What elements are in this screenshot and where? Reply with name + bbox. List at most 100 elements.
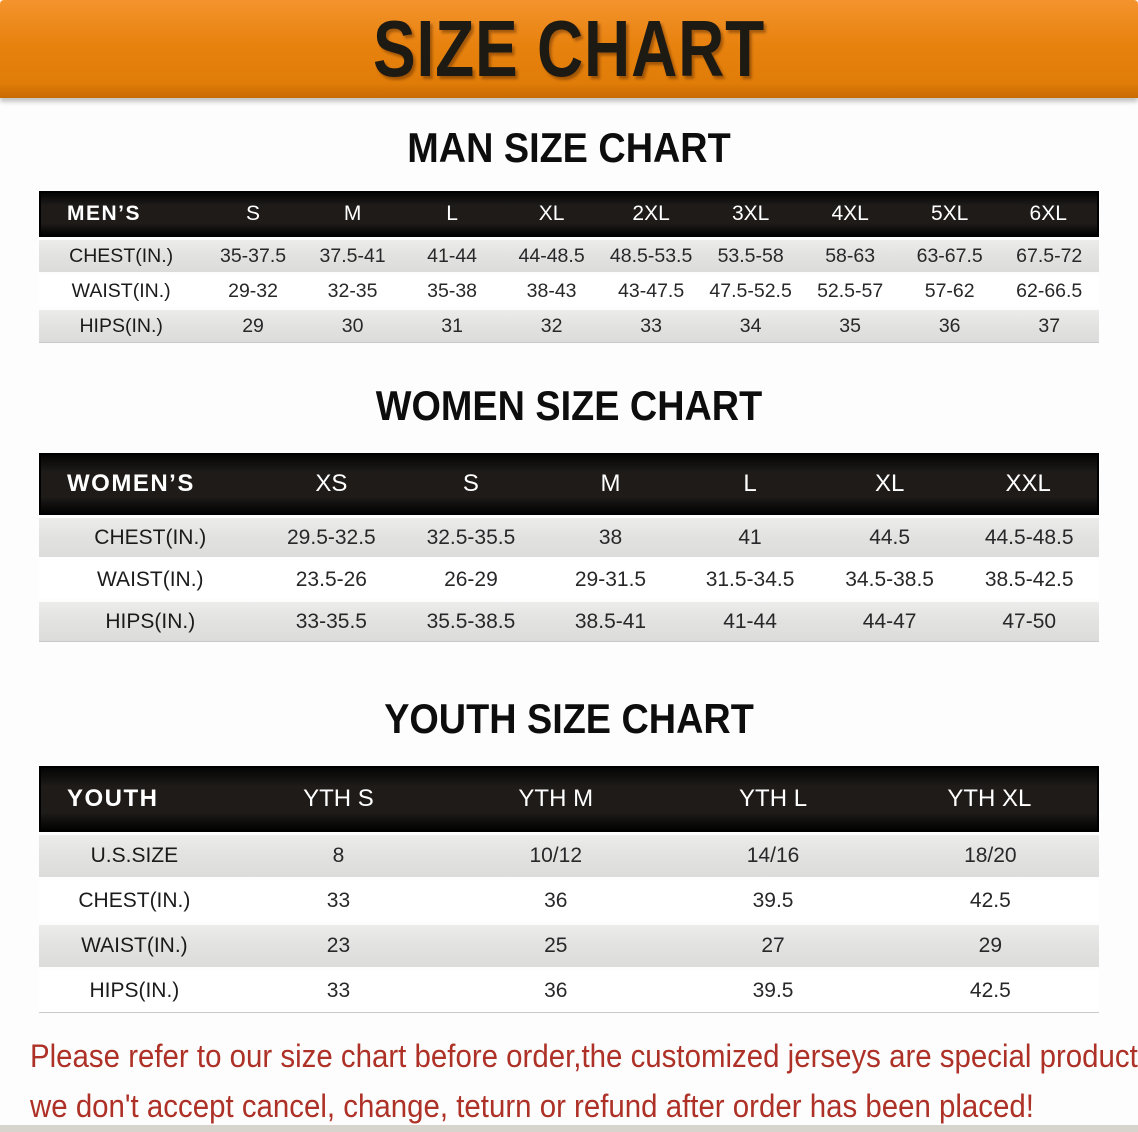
banner: SIZE CHART <box>0 0 1138 98</box>
section-title: WOMEN SIZE CHART <box>375 382 763 430</box>
size-value: 38-43 <box>501 275 602 308</box>
size-value: 47.5-52.5 <box>700 275 801 308</box>
size-column-header: YTH S <box>229 766 448 833</box>
size-table: WOMEN’S XS S M L XL XXL CHEST(IN.) 29.5-32.5 32.… <box>39 450 1099 645</box>
size-table: YOUTH YTH S YTH M YTH L YTH XL U.S.SIZE 8 10/1… <box>39 763 1099 1016</box>
size-value: 47-50 <box>959 602 1099 643</box>
size-column-header: XS <box>261 453 402 516</box>
size-column-header: S <box>203 191 303 238</box>
size-value: 34 <box>700 310 801 344</box>
bottom-strip <box>0 1125 1138 1132</box>
size-value: 27 <box>664 925 882 968</box>
size-column-header: M <box>540 453 681 516</box>
section-title: YOUTH SIZE CHART <box>384 695 754 743</box>
size-value: 29-31.5 <box>540 560 681 600</box>
measurement-row: WAIST(IN.) 23 25 27 29 <box>39 925 1099 968</box>
size-header-row: YOUTH YTH S YTH M YTH L YTH XL <box>39 766 1099 833</box>
measurement-row: CHEST(IN.) 33 36 39.5 42.5 <box>39 880 1099 923</box>
measurement-row: WAIST(IN.) 29-32 32-35 35-38 38-43 43-47.5 47.… <box>39 275 1099 308</box>
size-value: 30 <box>302 310 403 344</box>
size-chart-section: YOUTH SIZE CHART YOUTH YTH S YTH M YTH L YTH… <box>0 697 1138 1016</box>
size-column-header: 3XL <box>700 191 801 238</box>
measurement-label: HIPS(IN.) <box>39 602 262 643</box>
measurement-row: HIPS(IN.) 33-35.5 35.5-38.5 38.5-41 41-44 44-… <box>39 602 1099 643</box>
size-column-header: L <box>680 453 820 516</box>
size-column-header: YTH L <box>664 766 882 833</box>
notice-line-1: Please refer to our size chart before or… <box>30 1038 1138 1075</box>
measurement-row: HIPS(IN.) 29 30 31 32 33 34 35 36 37 <box>39 310 1099 344</box>
measurement-label: WAIST(IN.) <box>39 560 262 600</box>
size-column-header: XL <box>819 453 960 516</box>
size-value: 41-44 <box>680 602 820 643</box>
size-value: 23.5-26 <box>261 560 402 600</box>
size-table: MEN’S S M L XL 2XL 3XL 4XL 5XL 6XL CHEST(IN.) 35-3… <box>39 188 1099 346</box>
size-value: 10/12 <box>447 835 665 878</box>
size-charts: MAN SIZE CHART MEN’S S M L XL 2XL 3XL 4XL 5XL 6XL… <box>0 124 1138 1016</box>
measurement-label: CHEST(IN.) <box>39 880 230 923</box>
measurement-row: WAIST(IN.) 23.5-26 26-29 29-31.5 31.5-34.5 34… <box>39 560 1099 600</box>
measurement-label: HIPS(IN.) <box>39 970 230 1014</box>
size-value: 32 <box>501 310 602 344</box>
size-value: 48.5-53.5 <box>601 240 701 273</box>
size-value: 44-47 <box>819 602 960 643</box>
section-title: MAN SIZE CHART <box>407 124 731 171</box>
size-value: 38 <box>540 518 681 558</box>
size-value: 36 <box>899 310 1000 344</box>
size-value: 18/20 <box>881 835 1099 878</box>
size-value: 29.5-32.5 <box>261 518 402 558</box>
size-value: 42.5 <box>881 970 1099 1014</box>
size-value: 67.5-72 <box>999 240 1099 273</box>
size-header-row: WOMEN’S XS S M L XL XXL <box>39 453 1099 516</box>
size-value: 33 <box>229 880 448 923</box>
table-group-label: WOMEN’S <box>39 453 262 516</box>
size-value: 41-44 <box>402 240 502 273</box>
size-value: 43-47.5 <box>601 275 701 308</box>
measurement-row: CHEST(IN.) 35-37.5 37.5-41 41-44 44-48.5 48.5… <box>39 240 1099 273</box>
size-value: 26-29 <box>401 560 541 600</box>
size-value: 32.5-35.5 <box>401 518 541 558</box>
size-column-header: YTH XL <box>881 766 1099 833</box>
page-title: SIZE CHART <box>373 4 765 93</box>
table-group-label: YOUTH <box>39 766 230 833</box>
size-value: 37.5-41 <box>302 240 403 273</box>
measurement-label: CHEST(IN.) <box>39 518 262 558</box>
size-value: 29 <box>881 925 1099 968</box>
size-value: 34.5-38.5 <box>819 560 960 600</box>
size-value: 35-38 <box>402 275 502 308</box>
size-value: 31.5-34.5 <box>680 560 820 600</box>
size-value: 39.5 <box>664 970 882 1014</box>
size-column-header: 6XL <box>999 191 1099 238</box>
size-value: 44.5-48.5 <box>959 518 1099 558</box>
size-value: 52.5-57 <box>800 275 900 308</box>
size-column-header: XL <box>501 191 602 238</box>
size-header-row: MEN’S S M L XL 2XL 3XL 4XL 5XL 6XL <box>39 191 1099 238</box>
size-value: 35.5-38.5 <box>401 602 541 643</box>
size-chart-section: MAN SIZE CHART MEN’S S M L XL 2XL 3XL 4XL 5XL 6XL… <box>0 124 1138 346</box>
size-value: 57-62 <box>899 275 1000 308</box>
size-chart-section: WOMEN SIZE CHART WOMEN’S XS S M L XL XXL CHEST… <box>0 382 1138 645</box>
measurement-label: HIPS(IN.) <box>39 310 204 344</box>
size-value: 58-63 <box>800 240 900 273</box>
measurement-label: WAIST(IN.) <box>39 275 204 308</box>
measurement-row: HIPS(IN.) 33 36 39.5 42.5 <box>39 970 1099 1014</box>
size-column-header: L <box>402 191 502 238</box>
size-value: 41 <box>680 518 820 558</box>
size-column-header: 4XL <box>800 191 900 238</box>
size-value: 25 <box>447 925 665 968</box>
size-value: 62-66.5 <box>999 275 1099 308</box>
table-group-label: MEN’S <box>39 191 204 238</box>
size-value: 35 <box>800 310 900 344</box>
size-value: 29-32 <box>203 275 303 308</box>
size-value: 36 <box>447 970 665 1014</box>
order-notice: Please refer to our size chart before or… <box>30 1032 1138 1131</box>
measurement-label: U.S.SIZE <box>39 835 230 878</box>
size-value: 33-35.5 <box>261 602 402 643</box>
size-value: 35-37.5 <box>203 240 303 273</box>
size-column-header: M <box>302 191 403 238</box>
size-value: 39.5 <box>664 880 882 923</box>
measurement-row: U.S.SIZE 8 10/12 14/16 18/20 <box>39 835 1099 878</box>
size-value: 38.5-42.5 <box>959 560 1099 600</box>
size-column-header: YTH M <box>447 766 665 833</box>
size-column-header: 2XL <box>601 191 701 238</box>
size-value: 63-67.5 <box>899 240 1000 273</box>
